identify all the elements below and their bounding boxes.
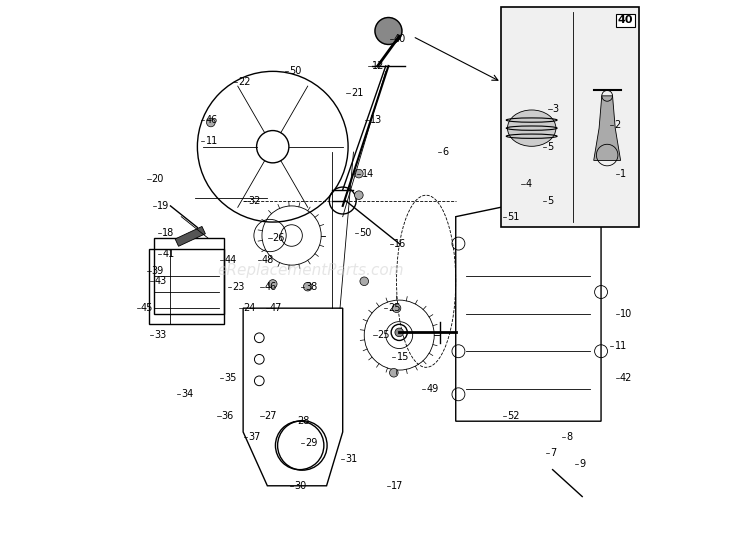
Text: 27: 27 (265, 411, 278, 421)
Text: 8: 8 (566, 432, 572, 443)
Text: 24: 24 (243, 303, 256, 313)
Text: 3: 3 (553, 104, 559, 114)
Circle shape (375, 17, 402, 44)
Text: 30: 30 (294, 481, 307, 491)
Circle shape (355, 169, 363, 178)
Text: 4: 4 (526, 180, 532, 189)
Text: 14: 14 (362, 169, 374, 179)
Text: 22: 22 (238, 77, 250, 87)
Text: 11: 11 (614, 341, 627, 351)
Ellipse shape (508, 110, 556, 146)
Text: 35: 35 (224, 373, 237, 383)
Text: 47: 47 (270, 303, 283, 313)
Text: 32: 32 (248, 195, 261, 206)
Text: 31: 31 (346, 454, 358, 464)
Text: 15: 15 (397, 352, 409, 361)
Text: 2: 2 (614, 120, 621, 130)
Text: 40: 40 (617, 15, 633, 25)
Circle shape (355, 191, 363, 200)
Text: 21: 21 (351, 88, 363, 98)
Text: 43: 43 (154, 276, 166, 286)
Text: 29: 29 (305, 438, 317, 448)
Text: 38: 38 (305, 282, 317, 292)
Circle shape (206, 118, 215, 127)
Circle shape (392, 304, 400, 313)
Text: 28: 28 (297, 416, 309, 426)
Text: 16: 16 (394, 239, 406, 248)
Text: 50: 50 (289, 67, 302, 76)
Text: 25: 25 (378, 330, 390, 340)
Text: 52: 52 (507, 411, 519, 421)
Text: 6: 6 (442, 147, 448, 157)
Text: 44: 44 (224, 255, 236, 265)
Text: 34: 34 (182, 390, 194, 399)
Text: 13: 13 (370, 115, 382, 125)
Text: 48: 48 (262, 255, 274, 265)
Text: 20: 20 (152, 174, 164, 184)
Text: 18: 18 (163, 228, 175, 238)
Text: 7: 7 (550, 448, 556, 458)
Circle shape (389, 368, 398, 377)
Text: 46: 46 (206, 115, 218, 125)
Circle shape (304, 282, 312, 291)
Text: 41: 41 (163, 249, 175, 259)
Circle shape (360, 277, 368, 286)
Text: eReplacementParts.com: eReplacementParts.com (217, 263, 404, 278)
Text: 33: 33 (154, 330, 166, 340)
Text: 10: 10 (620, 308, 632, 319)
Polygon shape (594, 96, 620, 161)
Text: 11: 11 (206, 136, 218, 146)
Bar (176, 227, 206, 246)
Text: 5: 5 (548, 195, 554, 206)
Text: 45: 45 (141, 303, 153, 313)
Circle shape (268, 280, 277, 288)
Text: 50: 50 (358, 228, 371, 238)
Text: 17: 17 (392, 481, 404, 491)
Text: 40: 40 (394, 34, 406, 44)
Text: 26: 26 (273, 233, 285, 243)
Text: 12: 12 (372, 61, 385, 71)
Text: 42: 42 (620, 373, 632, 383)
Text: 1: 1 (620, 169, 626, 179)
Text: 19: 19 (157, 201, 170, 211)
Text: 5: 5 (548, 142, 554, 151)
Text: 36: 36 (221, 411, 234, 421)
Text: 37: 37 (248, 432, 261, 443)
Text: 25: 25 (388, 303, 401, 313)
Text: 39: 39 (152, 266, 164, 275)
Text: 23: 23 (232, 282, 244, 292)
Text: 46: 46 (265, 282, 277, 292)
Circle shape (395, 328, 404, 337)
Text: 49: 49 (426, 384, 439, 394)
Text: 9: 9 (580, 459, 586, 469)
Bar (502, 7, 639, 227)
Text: 51: 51 (507, 212, 519, 222)
